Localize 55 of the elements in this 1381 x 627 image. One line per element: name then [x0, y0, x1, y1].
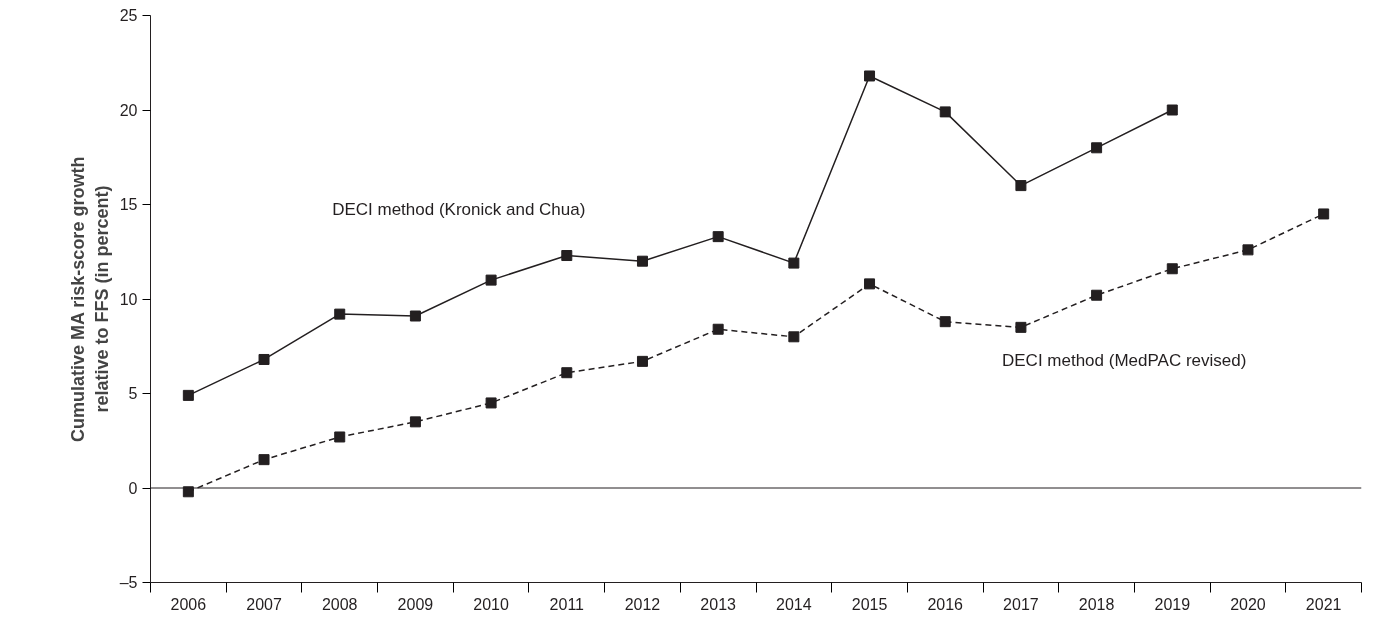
- point: [788, 257, 800, 269]
- point: [1091, 289, 1103, 301]
- point: [712, 231, 724, 243]
- x-tick-label: 2020: [1230, 595, 1266, 613]
- x-tick-label: 2014: [776, 595, 812, 613]
- point: [636, 355, 648, 367]
- x-tick-label: 2016: [927, 595, 964, 613]
- x-tick-label: 2021: [1305, 595, 1342, 613]
- point: [1015, 321, 1027, 333]
- y-tick-label: –5: [119, 574, 138, 591]
- y-tick-label: 25: [119, 7, 138, 24]
- point: [864, 278, 876, 290]
- point: [636, 255, 648, 267]
- point: [1166, 104, 1178, 116]
- x-tick-label: 2007: [246, 595, 282, 613]
- point: [864, 70, 876, 82]
- x-tick-label: 2008: [321, 595, 358, 613]
- x-tick-label: 2013: [700, 595, 737, 613]
- y-tick-label: 15: [119, 196, 138, 213]
- point: [1318, 208, 1330, 220]
- point: [409, 416, 421, 428]
- point: [939, 106, 951, 118]
- point: [1091, 142, 1103, 154]
- x-tick-label: 2017: [1003, 595, 1039, 613]
- x-tick-label: 2009: [397, 595, 434, 613]
- point: [258, 454, 270, 466]
- x-tick-label: 2012: [624, 595, 661, 613]
- text: DECI method (Kronick and Chua): [332, 200, 586, 220]
- point: [561, 367, 573, 379]
- point: [334, 308, 346, 320]
- x-tick-label: 2015: [851, 595, 888, 613]
- y-tick-label: 20: [119, 101, 138, 119]
- series-label: DECI method (MedPAC revised): [1001, 351, 1247, 371]
- x-tick-label: 2019: [1154, 595, 1191, 613]
- point: [1242, 244, 1254, 256]
- point: [1015, 180, 1027, 192]
- point: [712, 323, 724, 335]
- y-tick-label: 10: [119, 290, 138, 308]
- point: [561, 250, 573, 262]
- point: [485, 397, 497, 409]
- y-tick-label: 5: [128, 385, 138, 402]
- point: [258, 353, 270, 365]
- point: [334, 431, 346, 443]
- point: [1166, 263, 1178, 275]
- x-tick-label: 2010: [473, 595, 509, 613]
- x-tick-label: 2018: [1078, 595, 1115, 613]
- point: [485, 274, 497, 286]
- x-tick-label: 2006: [170, 595, 207, 613]
- point: [182, 389, 194, 401]
- y-axis-title: Cumulative MA risk-score growth relative to FFS (in percent): [67, 156, 112, 443]
- y-tick-label: 0: [128, 479, 138, 497]
- point: [788, 331, 800, 343]
- x-tick-label: 2011: [549, 595, 585, 613]
- point: [939, 316, 951, 328]
- point: [409, 310, 421, 322]
